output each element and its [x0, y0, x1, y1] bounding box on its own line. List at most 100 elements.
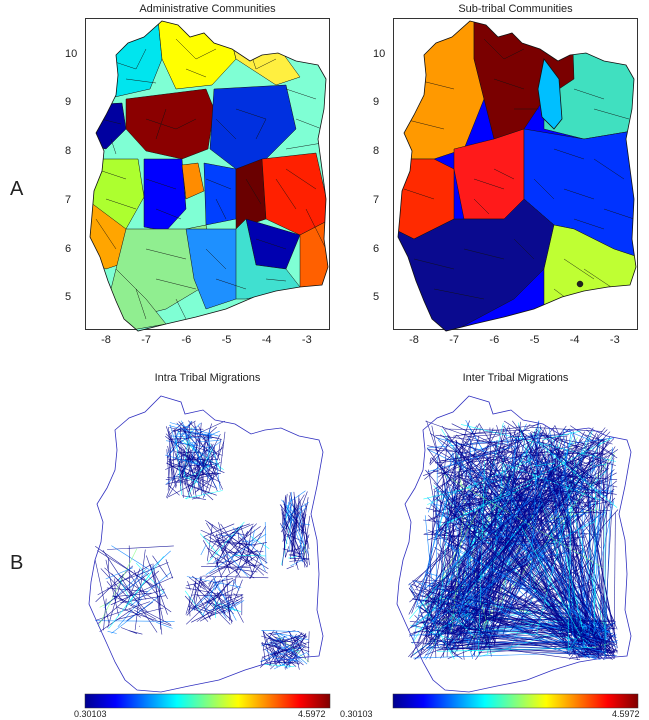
migration-edge: [194, 577, 197, 604]
migration-edge: [443, 581, 465, 625]
migration-edge: [473, 567, 550, 613]
migration-edge: [455, 542, 482, 627]
migration-edge: [459, 639, 611, 651]
migration-edge: [428, 583, 467, 634]
migration-edge: [461, 435, 480, 504]
migration-edge: [171, 429, 213, 437]
subtribal-ytick: 6: [373, 242, 380, 255]
migration-edge: [424, 539, 488, 597]
migration-edge: [182, 495, 207, 500]
migration-edge: [111, 573, 149, 614]
migration-edge: [139, 625, 141, 627]
migration-edge: [288, 653, 304, 666]
migration-edge: [234, 575, 237, 585]
migration-edge: [196, 594, 231, 622]
migration-edge: [408, 500, 468, 615]
migration-edge: [117, 598, 143, 627]
migration-edge: [128, 571, 147, 600]
migration-edge: [202, 582, 217, 616]
migration-edge: [212, 575, 237, 621]
admin-map: [89, 20, 329, 332]
migration-edge: [221, 579, 233, 624]
migration-edge: [112, 594, 157, 620]
migration-edge: [439, 595, 482, 609]
migration-edge: [286, 565, 295, 570]
migration-edge: [568, 428, 578, 444]
migration-edge: [593, 627, 611, 633]
migration-edge: [173, 429, 179, 447]
migration-edge: [204, 597, 231, 625]
migration-edge: [168, 456, 177, 489]
migration-edge: [276, 637, 308, 665]
row-label-b: B: [10, 552, 24, 574]
migration-edge: [580, 621, 616, 646]
migration-edge: [586, 622, 593, 645]
migration-edge: [207, 547, 255, 579]
migration-edge: [168, 483, 194, 497]
migration-edge: [569, 481, 583, 579]
migration-edge: [567, 512, 606, 514]
migration-edge: [437, 505, 450, 636]
migration-edge: [486, 459, 569, 637]
migration-edge: [251, 529, 255, 547]
migration-edge: [409, 624, 601, 636]
migration-edge: [485, 515, 502, 533]
migration-edge: [178, 421, 218, 460]
migration-edge: [550, 478, 605, 640]
migration-edge: [429, 612, 472, 634]
migration-edge: [505, 447, 539, 539]
migration-edge: [207, 521, 245, 563]
migration-edge: [107, 545, 174, 550]
migration-edge: [587, 439, 618, 459]
migration-edge: [453, 503, 597, 627]
migration-edge: [489, 427, 495, 647]
migration-edge: [494, 510, 531, 644]
subtribal-ytick: 10: [373, 47, 386, 60]
migration-edge: [282, 548, 300, 554]
migration-edge: [203, 523, 235, 538]
migration-edge: [434, 456, 503, 464]
migration-edge: [128, 545, 131, 595]
migration-edge: [270, 661, 300, 664]
migration-edge: [288, 516, 297, 534]
admin-ytick: 6: [65, 242, 72, 255]
migration-edge: [166, 420, 192, 455]
migration-edge: [224, 597, 232, 599]
migration-edge: [208, 576, 217, 585]
migration-edge: [509, 432, 522, 460]
migration-edge: [436, 499, 451, 508]
migration-edge: [167, 461, 199, 475]
migration-edge: [434, 496, 605, 661]
migration-edge: [446, 441, 464, 586]
migration-edge: [130, 572, 171, 607]
migration-edge: [444, 543, 613, 635]
subtribal-xtick: -8: [409, 334, 419, 346]
migration-edge: [240, 525, 253, 562]
migration-edge: [169, 424, 187, 478]
migration-edge: [141, 575, 159, 597]
migration-edge: [605, 640, 607, 650]
migration-edge: [207, 524, 213, 562]
migration-edge: [424, 487, 522, 603]
migration-edge: [431, 457, 584, 631]
migration-edge: [533, 450, 598, 544]
migration-edge: [445, 424, 479, 505]
migration-edge: [235, 569, 241, 578]
migration-edge: [288, 658, 291, 668]
migration-edge: [218, 522, 231, 568]
migration-edge: [184, 449, 189, 473]
migration-edge: [202, 575, 269, 579]
migration-edge: [450, 509, 579, 640]
migration-edge: [302, 540, 309, 552]
migration-edge: [153, 572, 168, 600]
migration-edge: [414, 582, 497, 660]
migration-edge: [249, 542, 265, 579]
migration-edge: [283, 503, 305, 531]
migration-edge: [267, 631, 278, 635]
migration-edge: [429, 432, 549, 516]
migration-edge: [435, 434, 508, 445]
migration-edge: [214, 450, 221, 490]
migration-edge: [413, 452, 453, 640]
migration-edge: [173, 426, 187, 433]
migration-edge: [281, 511, 286, 558]
